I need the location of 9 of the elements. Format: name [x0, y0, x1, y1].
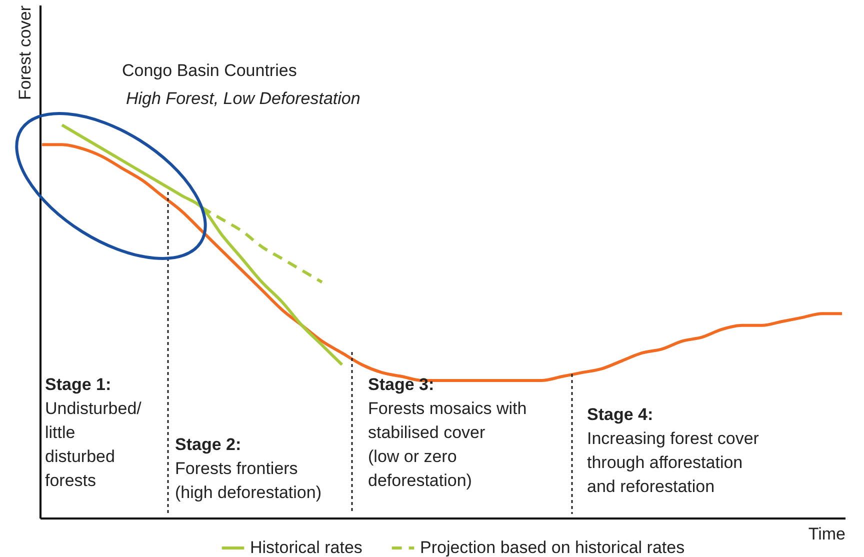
text: Congo Basin Countries — [122, 61, 297, 80]
annotation: Stage 2: Forests frontiers (high deforestation) — [175, 435, 322, 502]
y-axis-title: Forest cover — [16, 5, 34, 100]
legend-label: Historical rates — [250, 538, 362, 557]
annotation: Stage 4: Increasing forest cover through afforestation and reforestation — [587, 405, 760, 496]
legend-label: Projection based on historical rates — [420, 538, 685, 557]
annotation: Stage 1: Undisturbed/ little disturbed forests — [45, 375, 142, 490]
text: High Forest, Low Deforestation — [126, 89, 360, 108]
x-axis-title: Time — [808, 524, 846, 544]
